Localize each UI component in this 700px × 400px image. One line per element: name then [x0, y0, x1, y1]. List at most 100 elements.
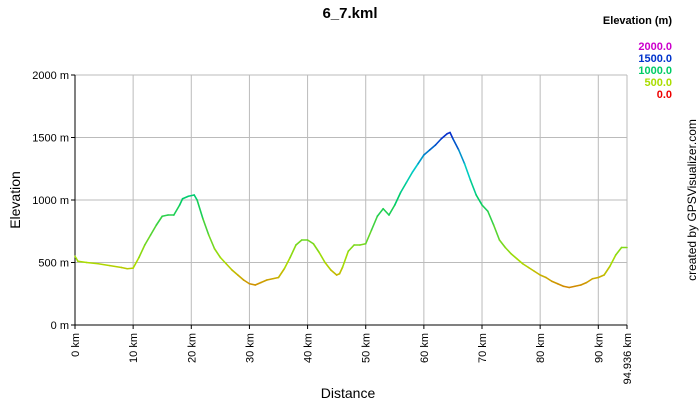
elevation-segment	[225, 262, 233, 271]
elevation-segment	[609, 254, 617, 268]
elevation-segment	[330, 269, 338, 276]
elevation-segment	[376, 207, 384, 218]
elevation-segment	[347, 244, 355, 253]
x-tick-label: 30 km	[244, 333, 256, 363]
elevation-segment	[574, 284, 582, 288]
elevation-segment	[155, 215, 164, 226]
elevation-segment	[469, 179, 477, 196]
elevation-segment	[597, 274, 605, 279]
elevation-segment	[539, 274, 547, 279]
elevation-segment	[266, 277, 274, 281]
elevation-segment	[487, 210, 495, 226]
y-tick-label: 1500 m	[32, 133, 69, 145]
elevation-segment	[283, 256, 291, 270]
elevation-segment	[202, 217, 210, 236]
elevation-segment	[388, 204, 396, 216]
elevation-segment	[181, 195, 190, 200]
elevation-segment	[109, 264, 123, 269]
elevation-segment	[359, 242, 367, 246]
elevation-segment	[428, 144, 437, 151]
elevation-segment	[74, 255, 79, 263]
elevation-segment	[591, 276, 600, 280]
y-tick-label: 2000 m	[32, 70, 69, 82]
credit-text: created by GPSVisualizer.com	[685, 119, 699, 281]
elevation-segment	[318, 251, 326, 264]
elevation-segment	[556, 282, 565, 288]
y-axis-label: Elevation	[7, 171, 23, 229]
elevation-segment	[289, 244, 297, 259]
elevation-segment	[475, 194, 483, 206]
chart-title: 6_7.kml	[322, 5, 377, 22]
elevation-segment	[324, 261, 332, 271]
grid	[74, 74, 628, 326]
elevation-segment	[568, 285, 576, 289]
x-tick-label: 10 km	[128, 333, 140, 363]
elevation-segment	[614, 246, 623, 256]
elevation-segment	[423, 149, 431, 156]
elevation-segment	[440, 132, 448, 140]
axes	[71, 74, 628, 329]
elevation-segment	[382, 207, 390, 216]
elevation-segment	[338, 266, 344, 275]
elevation-segment	[533, 270, 541, 276]
elevation-segment	[550, 280, 559, 285]
elevation-segment	[97, 262, 111, 267]
elevation-segment	[193, 194, 198, 201]
x-tick-label: 0 km	[70, 333, 82, 357]
legend-item: 1500.0	[638, 53, 672, 65]
elevation-segment	[260, 279, 268, 284]
elevation-segment	[132, 256, 140, 269]
elevation-segment	[580, 281, 588, 286]
elevation-segment	[213, 247, 222, 259]
elevation-profile	[74, 131, 628, 289]
elevation-segment	[603, 265, 611, 276]
elevation-segment	[173, 204, 181, 216]
elevation-segment	[492, 224, 501, 241]
elevation-segment	[138, 244, 146, 259]
y-tick-label: 0 m	[51, 320, 69, 332]
elevation-segment	[306, 239, 315, 245]
elevation-segment	[481, 204, 489, 213]
elevation-segment	[295, 239, 303, 246]
y-tick-label: 500 m	[38, 258, 69, 270]
elevation-segment	[510, 252, 518, 260]
elevation-segment	[207, 234, 216, 250]
elevation-segment	[254, 281, 262, 286]
elevation-segment	[545, 276, 553, 283]
elevation-segment	[149, 224, 158, 236]
elevation-segment	[585, 277, 594, 284]
x-tick-label: 80 km	[535, 333, 547, 363]
x-tick-label: 94.936 km	[622, 333, 634, 384]
elevation-segment	[85, 261, 100, 265]
elevation-segment	[411, 162, 419, 174]
elevation-segment	[516, 257, 524, 265]
elevation-segment	[126, 267, 134, 270]
x-axis-label: Distance	[321, 385, 376, 400]
elevation-segment	[364, 229, 373, 245]
elevation-segment	[504, 246, 512, 255]
legend-item: 1000.0	[638, 65, 672, 77]
legend-item: 2000.0	[638, 41, 672, 53]
elevation-segment	[521, 262, 530, 269]
elevation-segment	[562, 285, 571, 289]
elevation-segment	[237, 274, 245, 281]
x-tick-label: 50 km	[361, 333, 373, 363]
elevation-segment	[143, 234, 152, 246]
y-tick-label: 1000 m	[32, 195, 69, 207]
x-tick-label: 20 km	[186, 333, 198, 363]
elevation-segment	[449, 131, 454, 140]
elevation-segment	[370, 215, 379, 231]
elevation-segment	[242, 279, 251, 285]
elevation-segment	[77, 260, 88, 264]
legend-item: 500.0	[644, 77, 672, 89]
elevation-segment	[219, 256, 227, 265]
elevation-segment	[187, 194, 195, 198]
elevation-segment	[457, 149, 466, 165]
x-tick-labels: 0 km 10 km 20 km 30 km 40 km 50 km 60 km 70 km 8…	[70, 333, 634, 384]
elevation-segment	[452, 137, 460, 151]
elevation-segment	[393, 191, 402, 206]
x-tick-label: 40 km	[303, 333, 315, 363]
